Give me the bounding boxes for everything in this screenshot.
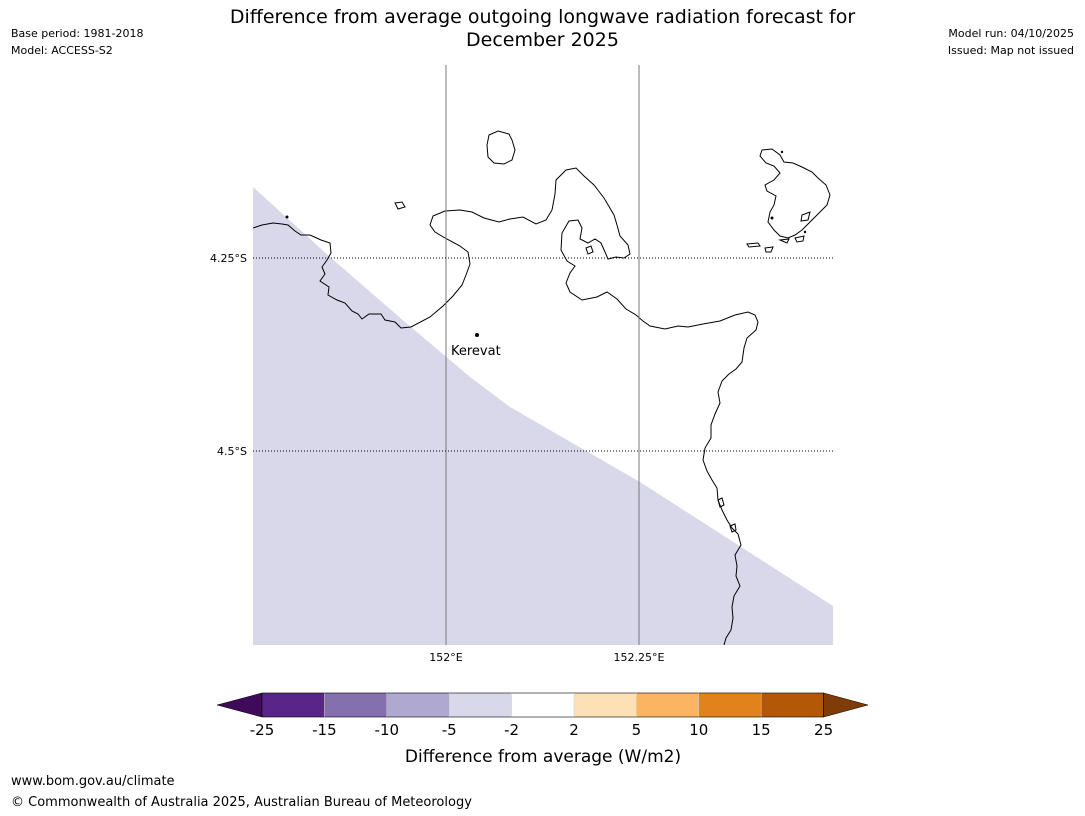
lon-label-152-25e: 152.25°E — [614, 651, 665, 664]
colorbar-tick: -25 — [250, 721, 275, 739]
map-area[interactable] — [253, 65, 833, 645]
base-period: Base period: 1981-2018 — [11, 27, 144, 40]
colorbar-segment — [574, 693, 637, 717]
islet-dot — [780, 150, 784, 154]
run-info: Model run: 04/10/2025 Issued: Map not is… — [948, 25, 1074, 59]
colorbar-extend-low — [216, 692, 263, 718]
islet-dot — [803, 230, 807, 234]
lat-label-4-25s: 4.25°S — [210, 252, 247, 265]
islet-dot — [770, 216, 774, 220]
colorbar-segment — [511, 693, 574, 717]
model-name: Model: ACCESS-S2 — [11, 44, 113, 57]
kerevat-label: Kerevat — [451, 344, 501, 359]
colorbar-tick: -10 — [375, 721, 400, 739]
colorbar-tick: -2 — [504, 721, 519, 739]
colorbar-outline — [261, 692, 824, 718]
gridlines — [253, 65, 833, 645]
issued-status: Issued: Map not issued — [947, 44, 1074, 57]
model-info: Base period: 1981-2018 Model: ACCESS-S2 — [11, 25, 143, 59]
colorbar — [216, 692, 869, 718]
olr-anomaly-region — [253, 187, 833, 645]
colorbar-segment — [324, 693, 387, 717]
colorbar-tick: 15 — [752, 721, 771, 739]
copyright: © Commonwealth of Australia 2025, Austra… — [11, 795, 472, 810]
bom-url[interactable]: www.bom.gov.au/climate — [11, 774, 175, 789]
map-title: Difference from average outgoing longwav… — [180, 6, 905, 52]
kerevat-marker[interactable] — [475, 333, 479, 337]
colorbar-tick: 25 — [814, 721, 833, 739]
colorbar-tick: -5 — [442, 721, 457, 739]
colorbar-title: Difference from average (W/m2) — [405, 747, 681, 767]
colorbar-extend-high — [823, 692, 869, 718]
model-run: Model run: 04/10/2025 — [948, 27, 1074, 40]
title-line-2: December 2025 — [466, 29, 619, 51]
colorbar-segment — [698, 693, 762, 717]
title-line-1: Difference from average outgoing longwav… — [229, 6, 856, 28]
colorbar-tick: -15 — [312, 721, 337, 739]
colorbar-ticks: -25 -15 -10 -5 -2 2 5 10 15 25 — [250, 721, 833, 739]
islet-dot — [285, 215, 289, 219]
colorbar-segment — [386, 693, 450, 717]
colorbar-segment — [761, 693, 824, 717]
lat-label-4-5s: 4.5°S — [217, 445, 247, 458]
colorbar-tick: 5 — [632, 721, 642, 739]
colorbar-segment — [262, 693, 325, 717]
colorbar-segment — [449, 693, 512, 717]
lon-label-152e: 152°E — [429, 651, 462, 664]
colorbar-tick: 2 — [569, 721, 579, 739]
colorbar-segment — [636, 693, 699, 717]
coastline — [253, 130, 831, 645]
colorbar-tick: 10 — [689, 721, 708, 739]
